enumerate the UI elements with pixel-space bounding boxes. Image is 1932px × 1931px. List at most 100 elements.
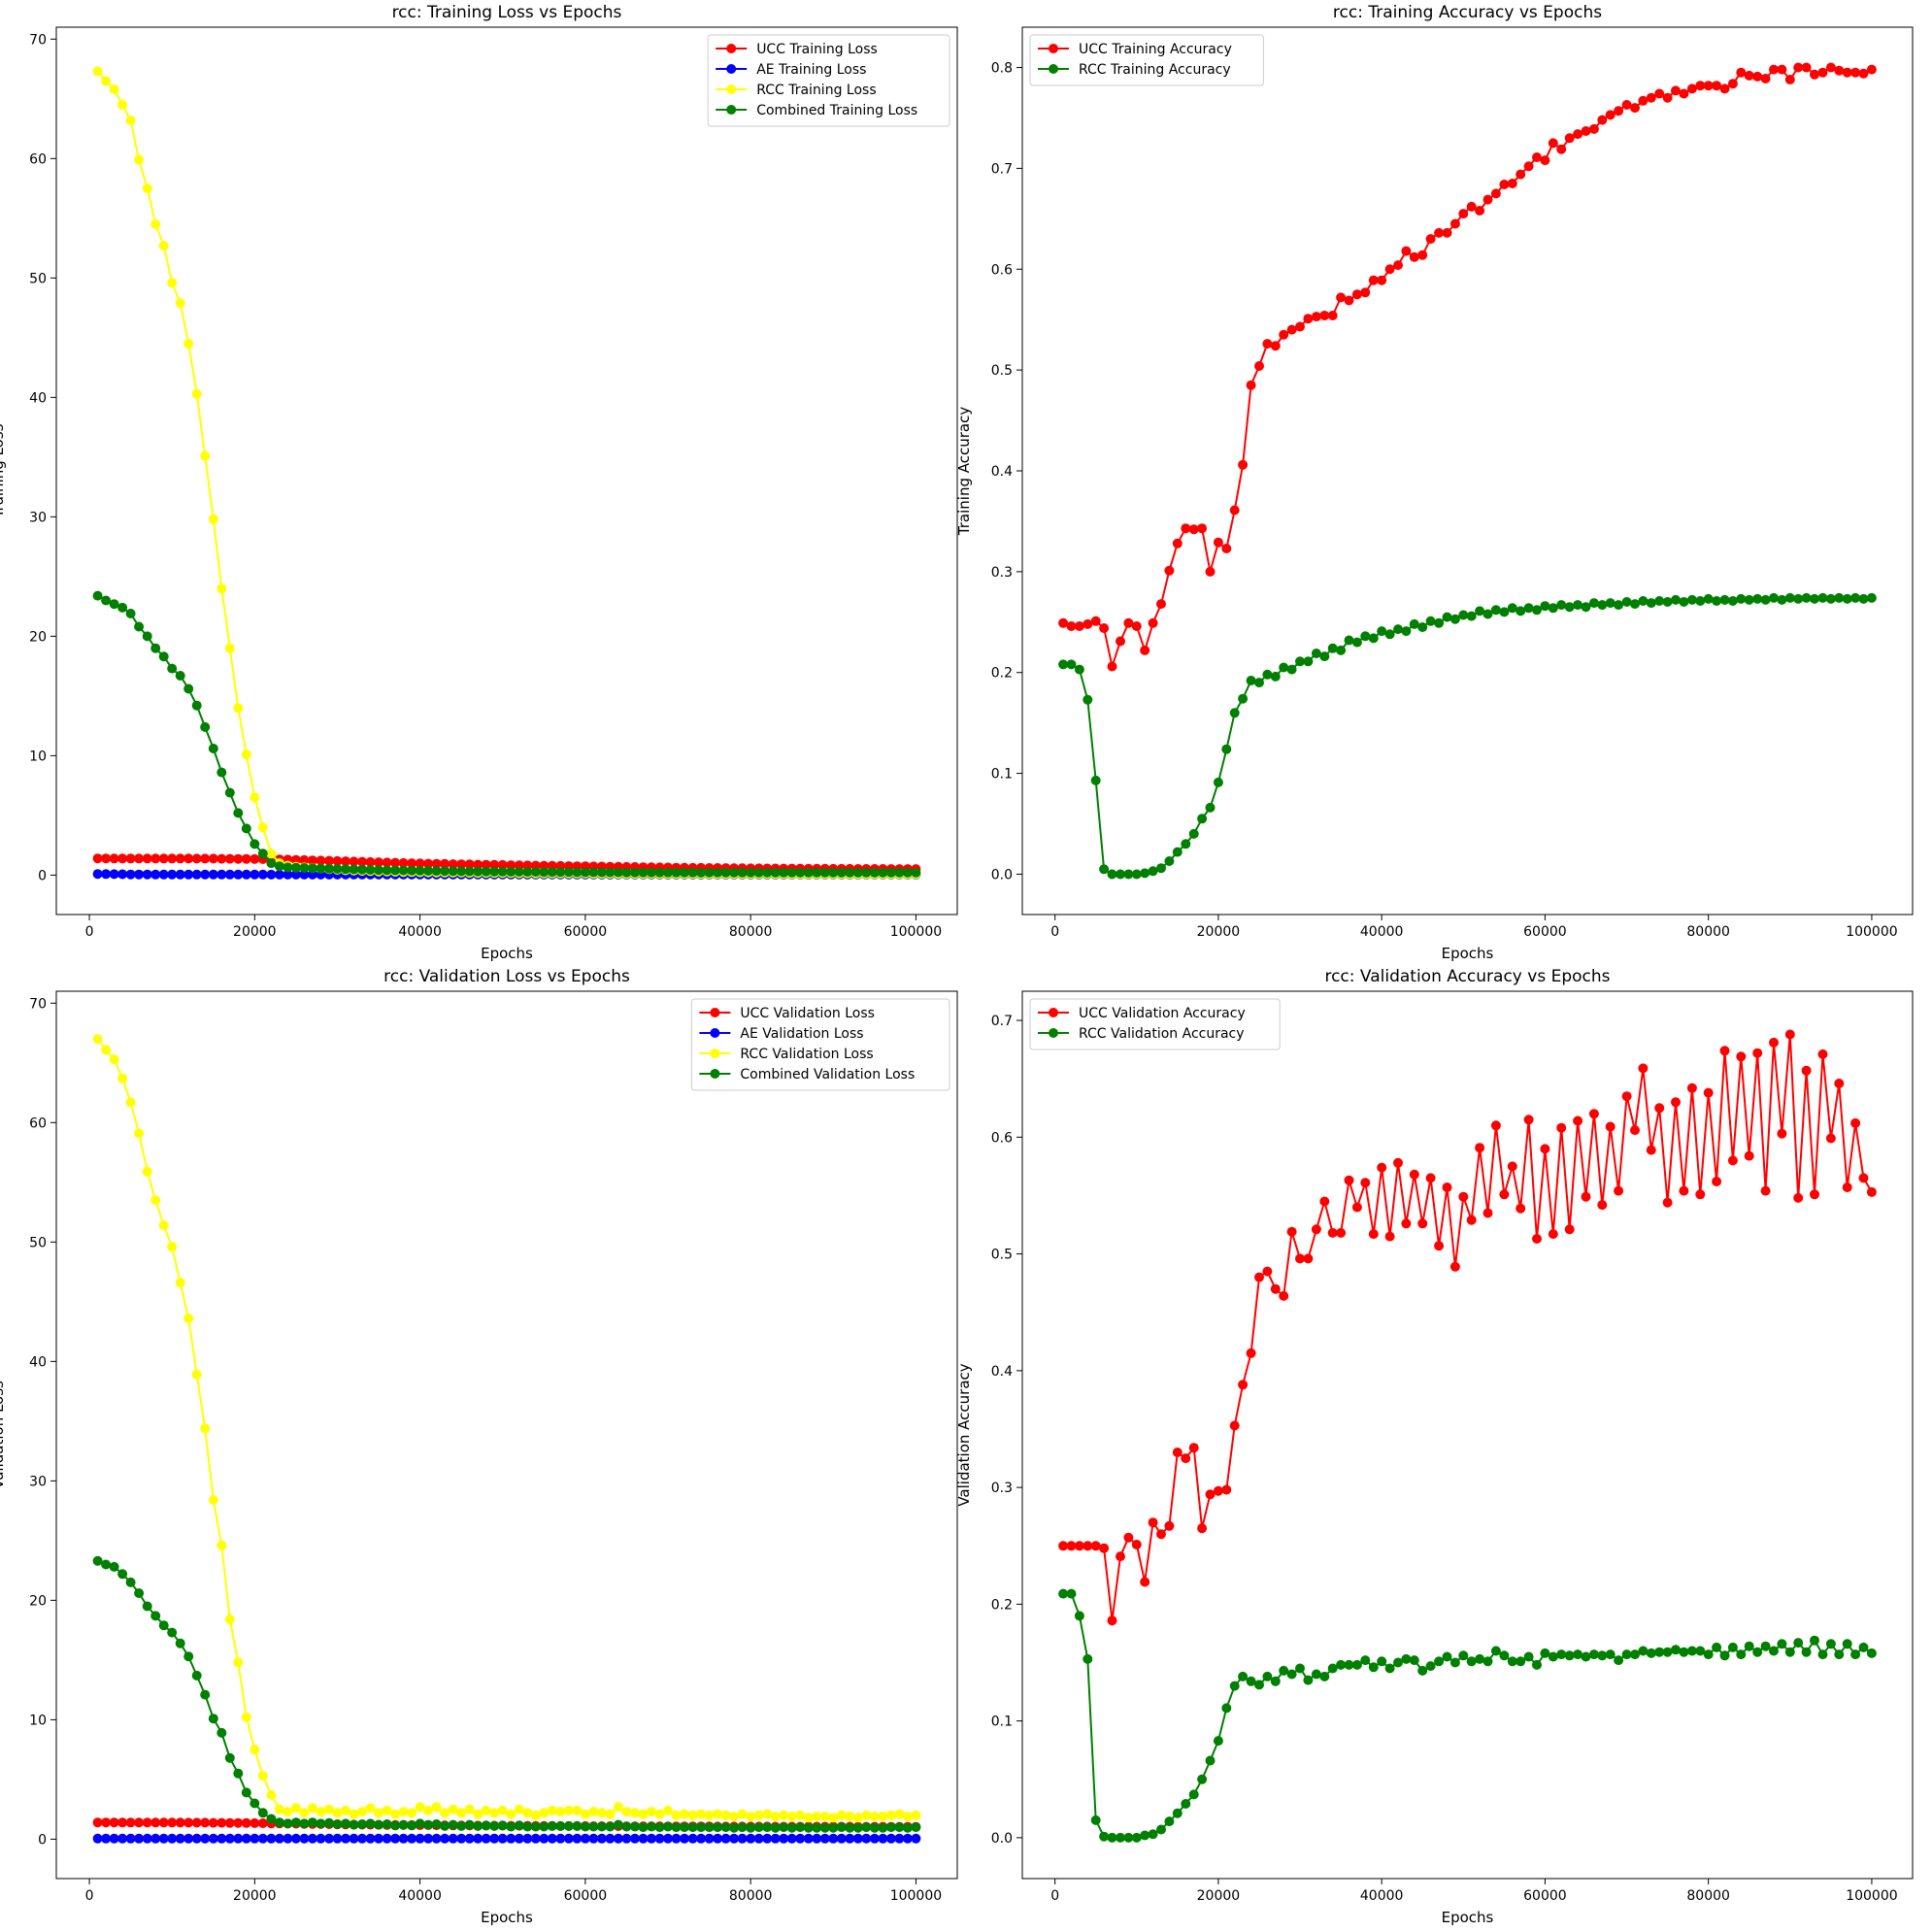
data-point xyxy=(878,1812,888,1821)
data-point xyxy=(398,1819,409,1830)
data-point xyxy=(241,1817,251,1828)
data-point xyxy=(224,1833,235,1844)
data-point xyxy=(1221,1484,1232,1495)
data-point xyxy=(1630,103,1640,114)
data-point xyxy=(1384,1231,1395,1242)
data-point xyxy=(1752,1647,1763,1657)
series-combined-training-loss xyxy=(92,590,921,878)
data-point xyxy=(514,1820,524,1831)
data-point xyxy=(1850,67,1861,78)
data-point xyxy=(134,621,145,632)
data-point xyxy=(613,867,623,878)
data-point xyxy=(290,1817,301,1828)
data-point xyxy=(547,1805,557,1815)
data-point xyxy=(101,76,112,86)
y-tick-label: 0.5 xyxy=(991,363,1013,379)
data-point xyxy=(125,1097,136,1108)
data-point xyxy=(456,866,467,877)
data-point xyxy=(1695,1646,1706,1656)
data-point xyxy=(1449,614,1460,624)
data-point xyxy=(167,1627,178,1638)
data-point xyxy=(1614,1655,1624,1666)
data-point xyxy=(803,1833,814,1844)
data-point xyxy=(720,1810,731,1820)
data-point xyxy=(663,867,673,878)
data-point xyxy=(1621,100,1632,110)
data-point xyxy=(341,1805,350,1815)
data-point xyxy=(1548,1651,1558,1662)
data-point xyxy=(1090,616,1101,626)
series-line xyxy=(1063,1034,1873,1621)
data-point xyxy=(654,867,665,878)
data-point xyxy=(762,867,773,878)
data-point xyxy=(1490,605,1501,616)
data-point xyxy=(349,864,359,875)
data-point xyxy=(1695,81,1706,91)
data-point xyxy=(217,853,227,864)
x-axis-label: Epochs xyxy=(481,1909,533,1926)
data-point xyxy=(1490,1646,1501,1656)
data-point xyxy=(885,1833,896,1844)
data-point xyxy=(1540,155,1550,166)
data-point xyxy=(448,1819,458,1830)
data-point xyxy=(1311,312,1321,322)
data-point xyxy=(1752,1048,1763,1058)
data-point xyxy=(671,1822,682,1833)
series-line xyxy=(1063,1592,1873,1839)
data-point xyxy=(1336,1659,1347,1670)
data-point xyxy=(1540,601,1550,612)
data-point xyxy=(1573,129,1583,140)
data-point xyxy=(266,869,277,880)
data-point xyxy=(1834,65,1845,76)
data-point xyxy=(1744,70,1754,81)
chart-title: rcc: Training Accuracy vs Epochs xyxy=(1333,3,1602,22)
data-point xyxy=(200,1833,211,1844)
data-point xyxy=(167,853,178,864)
data-point xyxy=(596,1821,607,1832)
data-point xyxy=(795,1810,806,1820)
data-point xyxy=(1466,201,1477,212)
data-point xyxy=(1246,676,1256,685)
chart-title: rcc: Training Loss vs Epochs xyxy=(392,3,622,22)
y-tick-label: 60 xyxy=(29,151,47,167)
data-point xyxy=(274,1817,284,1828)
y-tick-label: 20 xyxy=(29,1593,47,1609)
data-point xyxy=(770,1822,781,1833)
data-point xyxy=(1679,597,1689,607)
data-point xyxy=(737,867,748,878)
data-point xyxy=(654,1809,665,1819)
data-point xyxy=(92,1833,103,1844)
data-point xyxy=(1270,341,1281,351)
data-point xyxy=(1686,594,1697,605)
data-point xyxy=(746,867,756,878)
data-point xyxy=(613,1833,623,1844)
data-point xyxy=(1719,1046,1730,1056)
data-point xyxy=(1090,1541,1101,1551)
data-point xyxy=(183,869,194,880)
data-point xyxy=(1164,1520,1175,1531)
data-point xyxy=(819,1812,830,1821)
legend-label: AE Training Loss xyxy=(756,62,866,78)
data-point xyxy=(167,1833,178,1844)
data-point xyxy=(1213,1736,1223,1747)
data-point xyxy=(580,1833,590,1844)
data-point xyxy=(1482,1656,1493,1667)
data-point xyxy=(489,1833,500,1844)
plot-area xyxy=(92,66,921,880)
data-point xyxy=(605,1821,616,1832)
x-tick-label: 20000 xyxy=(1197,1888,1241,1904)
data-point xyxy=(464,1804,475,1814)
data-point xyxy=(266,1833,277,1844)
x-tick-label: 40000 xyxy=(398,924,442,940)
y-tick-label: 0.7 xyxy=(991,161,1013,177)
data-point xyxy=(191,1817,202,1828)
y-tick-label: 20 xyxy=(29,629,47,645)
data-point xyxy=(101,869,112,880)
data-point xyxy=(530,1821,541,1832)
data-point xyxy=(647,1807,656,1817)
data-point xyxy=(836,867,847,878)
data-point xyxy=(580,1821,590,1832)
series-rcc-validation-loss xyxy=(92,1034,921,1823)
data-point xyxy=(1499,1650,1510,1661)
legend-swatch-marker xyxy=(726,64,737,74)
